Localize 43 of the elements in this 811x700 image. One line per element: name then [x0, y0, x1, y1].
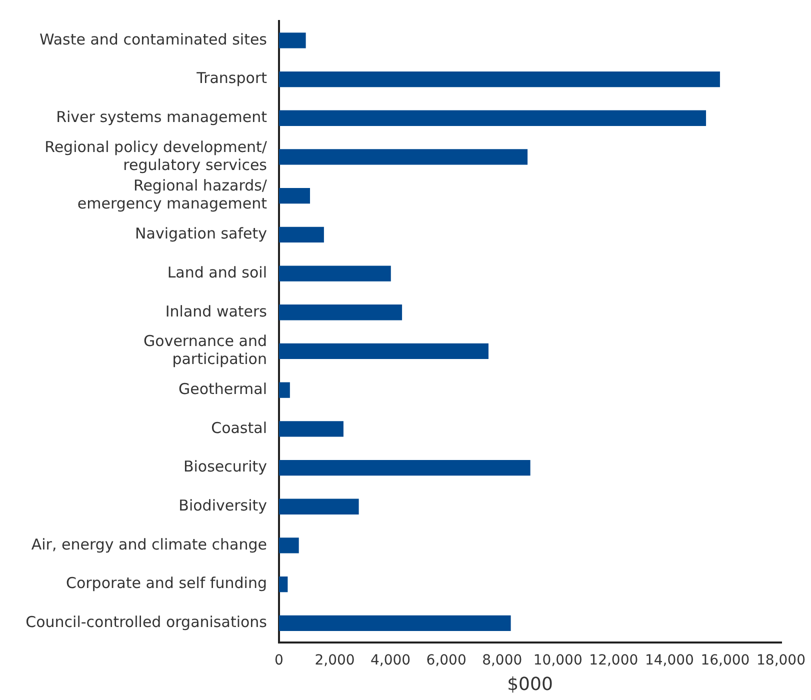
x-tick-label: 2,000 — [314, 652, 355, 669]
bar — [279, 421, 344, 437]
y-tick-label: Waste and contaminated sites — [39, 30, 268, 48]
x-tick-label: 12,000 — [589, 652, 638, 669]
y-tick-label: River systems management — [56, 108, 268, 126]
x-tick-label: 6,000 — [426, 652, 466, 669]
y-tick-label: Biosecurity — [183, 458, 268, 476]
bar — [279, 498, 359, 514]
y-tick-label: Governance and participation — [144, 332, 267, 368]
bar — [279, 226, 324, 243]
bar — [279, 538, 299, 554]
bar — [279, 110, 706, 126]
y-tick-label: Corporate and self funding — [66, 574, 267, 592]
y-tick-label: Land and soil — [167, 263, 267, 282]
bar — [279, 71, 720, 88]
x-tick-label: 18,000 — [756, 652, 806, 669]
bar — [279, 32, 306, 48]
y-tick-label: Council-controlled organisations — [26, 613, 268, 632]
bar — [279, 382, 290, 398]
y-tick-label: Inland waters — [165, 302, 268, 320]
y-tick-label: Transport — [196, 69, 268, 88]
y-tick-label: Regional hazards/ emergency management — [77, 176, 268, 213]
bar — [279, 615, 511, 632]
bar — [279, 266, 391, 282]
x-tick-label: 4,000 — [370, 652, 411, 669]
bar — [279, 188, 310, 204]
bar — [279, 304, 402, 320]
bar — [279, 149, 528, 165]
y-tick-label: Geothermal — [178, 380, 267, 398]
x-tick-label: 8,000 — [482, 652, 522, 669]
y-tick-label: Air, energy and climate change — [31, 535, 267, 554]
x-tick-label: 14,000 — [644, 652, 694, 669]
bar — [279, 460, 530, 476]
x-tick-label: 10,000 — [533, 652, 582, 669]
x-tick-label: 16,000 — [700, 652, 750, 669]
x-axis-title: $000 — [507, 674, 553, 695]
bar — [279, 343, 488, 360]
y-tick-label: Biodiversity — [178, 496, 268, 515]
y-tick-label: Navigation safety — [135, 224, 268, 243]
y-tick-label: Coastal — [211, 418, 267, 437]
bar — [279, 576, 288, 592]
y-tick-label: Regional policy development/ regulatory services — [44, 138, 268, 174]
x-tick-label: 0 — [274, 652, 284, 669]
